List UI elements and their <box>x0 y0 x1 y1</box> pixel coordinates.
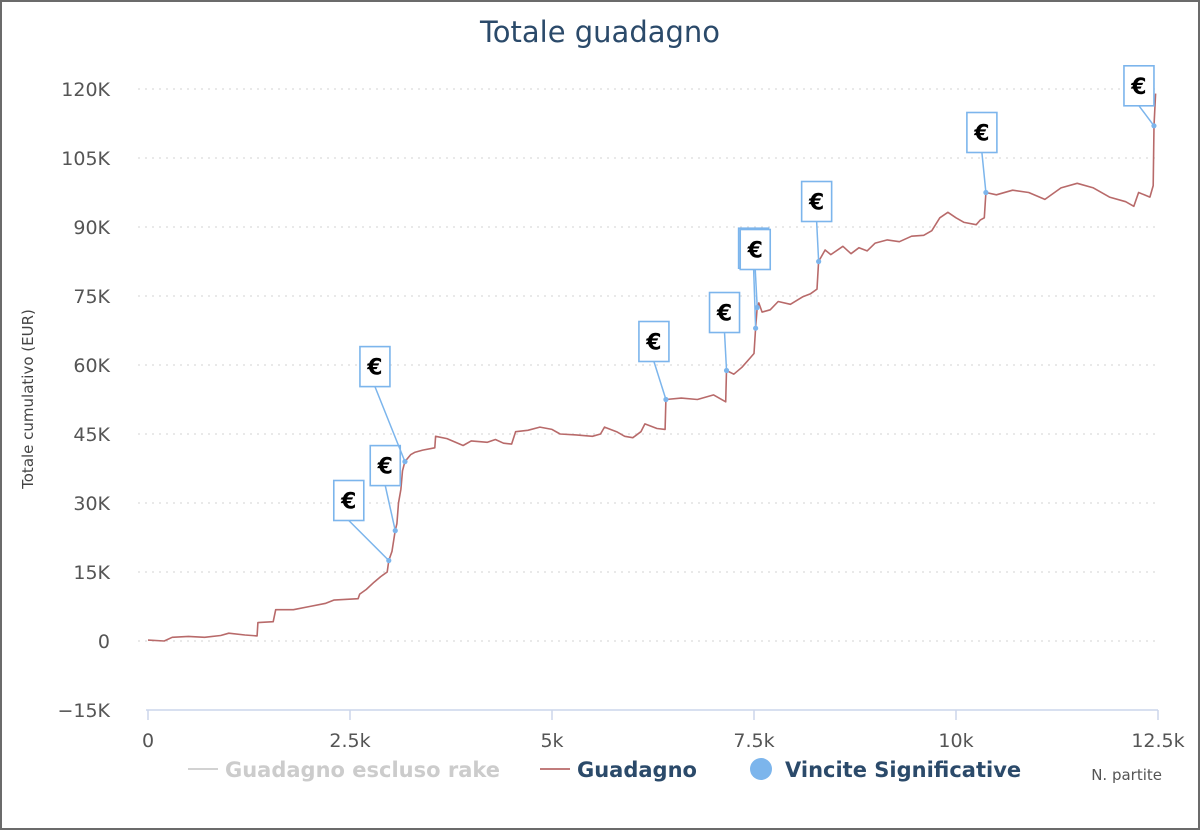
legend-label: Guadagno escluso rake <box>225 758 500 782</box>
flag-box <box>369 444 402 487</box>
vincita-point <box>402 459 408 465</box>
legend-item[interactable]: Guadagno escluso rake <box>188 758 500 782</box>
legend-label: Vincite Significative <box>785 758 1021 782</box>
x-tick-label: 7.5k <box>733 730 774 752</box>
grid-layer <box>138 88 1158 642</box>
y-tick-label: 105K <box>61 148 110 170</box>
flag-connector <box>981 152 987 193</box>
legend: Guadagno escluso rake Guadagno Vincite Sig… <box>188 758 1021 782</box>
vincita-flag: € <box>359 345 408 465</box>
series-layer <box>147 93 1157 642</box>
y-tick-label: −15K <box>57 700 110 722</box>
vincita-point <box>386 557 392 564</box>
flag-euro-label: € <box>747 239 763 264</box>
flag-box <box>332 479 365 522</box>
legend-circle-symbol <box>750 758 772 780</box>
vincita-flag: € <box>369 444 402 534</box>
x-tick-label: 5k <box>540 730 563 752</box>
flag-euro-label: € <box>340 490 356 515</box>
flag-connector <box>723 332 728 371</box>
flag-box <box>1123 65 1155 107</box>
x-tick-label: 2.5k <box>329 730 370 752</box>
flag-connector <box>752 268 757 329</box>
y-tick-label: 30K <box>73 493 110 515</box>
axis-layer: −15K 0 15K 30K 45K 60K 75K 90K 105K 120K 0 2.5k 5k 7.… <box>57 79 1184 752</box>
vincita-point <box>723 367 730 374</box>
y-tick-label: 60K <box>73 355 110 377</box>
vincita-point <box>1151 123 1157 129</box>
flag-connector <box>653 361 667 400</box>
flag-box <box>359 345 391 388</box>
x-tick-label: 12.5k <box>1131 730 1184 752</box>
legend-label: Guadagno <box>577 758 697 782</box>
flag-connector <box>374 386 406 462</box>
flag-euro-label: € <box>645 331 661 356</box>
vincita-flag: € <box>800 180 833 265</box>
flag-connector <box>754 269 758 308</box>
vincita-point <box>754 304 760 311</box>
flag-euro-label: € <box>808 191 824 216</box>
marker-layer: €€€€€€€€€€ <box>332 65 1157 564</box>
vincita-flag: € <box>1123 65 1157 129</box>
x-axis-label: N. partite <box>1091 766 1162 784</box>
series-line-guadagno <box>147 93 1157 642</box>
vincita-flag: € <box>332 479 392 564</box>
vincita-point <box>816 258 822 265</box>
legend-item[interactable]: Vincite Significative <box>750 758 1021 782</box>
flag-box <box>638 320 670 363</box>
flag-box <box>966 111 998 154</box>
flag-euro-label: € <box>366 356 382 381</box>
flag-connector <box>815 221 820 262</box>
vincita-point <box>753 325 759 331</box>
y-tick-label: 45K <box>73 424 110 446</box>
vincita-flag: € <box>739 228 772 311</box>
y-tick-label: 120K <box>61 79 110 101</box>
y-tick-label: 90K <box>73 217 110 239</box>
vincita-point <box>983 189 989 196</box>
flag-euro-label: € <box>1130 75 1146 100</box>
vincita-flag: € <box>638 320 670 403</box>
y-tick-label: 75K <box>73 286 110 308</box>
flag-connector <box>348 519 390 562</box>
x-tick-label: 0 <box>142 730 154 752</box>
legend-item[interactable]: Guadagno <box>540 758 697 782</box>
flag-euro-label: € <box>716 302 732 327</box>
y-axis-label: Totale cumulativo (EUR) <box>19 309 37 490</box>
vincita-flag: € <box>708 291 741 374</box>
flag-euro-label: € <box>973 122 989 147</box>
vincita-flag: € <box>966 111 998 196</box>
flag-connector <box>1138 105 1155 127</box>
y-tick-label: 0 <box>98 631 110 653</box>
flag-box <box>739 228 772 271</box>
flag-euro-label: € <box>377 455 393 480</box>
x-tick-label: 10k <box>938 730 973 752</box>
y-tick-label: 15K <box>73 562 110 584</box>
flag-box <box>708 291 741 334</box>
chart-title: Totale guadagno <box>479 15 720 49</box>
flag-connector <box>384 485 396 531</box>
vincita-point <box>663 396 669 403</box>
vincita-point <box>392 528 398 534</box>
flag-box <box>800 180 833 223</box>
